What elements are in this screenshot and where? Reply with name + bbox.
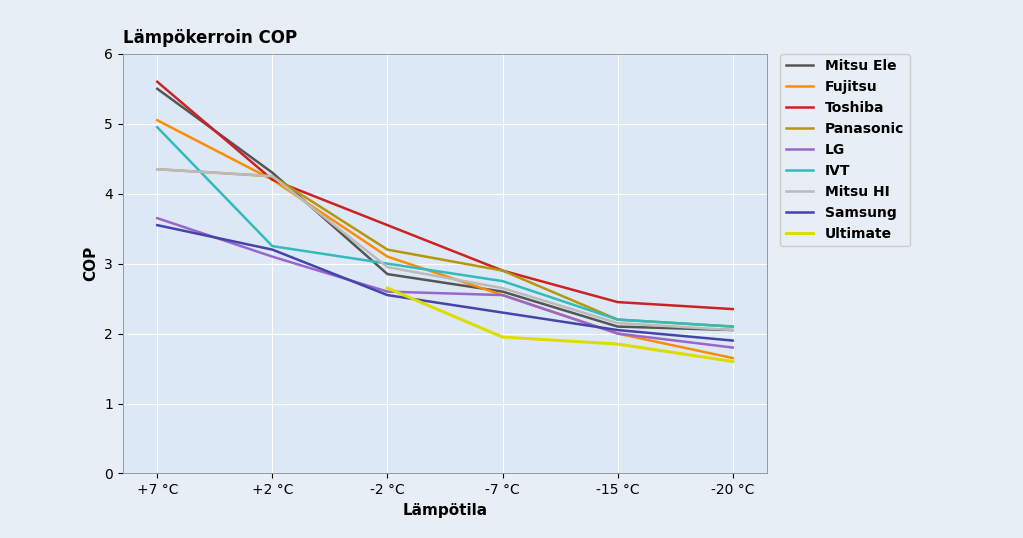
Text: Lämpökerroin COP: Lämpökerroin COP: [123, 29, 297, 47]
Ultimate: [382, 285, 394, 292]
Legend: Mitsu Ele, Fujitsu, Toshiba, Panasonic, LG, IVT, Mitsu HI, Samsung, Ultimate: Mitsu Ele, Fujitsu, Toshiba, Panasonic, …: [781, 54, 909, 246]
Ultimate: [612, 341, 624, 348]
LG: [496, 292, 508, 298]
Samsung: [151, 222, 164, 229]
IVT: [382, 260, 394, 267]
Line: Mitsu HI: Mitsu HI: [158, 169, 732, 330]
IVT: [266, 243, 278, 250]
Fujitsu: [726, 355, 739, 362]
Fujitsu: [496, 292, 508, 298]
Line: IVT: IVT: [158, 128, 732, 327]
Fujitsu: [382, 253, 394, 260]
Fujitsu: [151, 117, 164, 124]
LG: [151, 215, 164, 222]
Panasonic: [151, 166, 164, 173]
Line: Ultimate: Ultimate: [388, 288, 732, 362]
LG: [266, 253, 278, 260]
Line: LG: LG: [158, 218, 732, 348]
Samsung: [382, 292, 394, 298]
Panasonic: [612, 316, 624, 323]
Line: Toshiba: Toshiba: [158, 82, 732, 309]
Samsung: [496, 309, 508, 316]
Samsung: [612, 327, 624, 334]
Mitsu HI: [612, 320, 624, 326]
Mitsu HI: [151, 166, 164, 173]
Mitsu HI: [382, 264, 394, 270]
Fujitsu: [266, 176, 278, 183]
IVT: [151, 124, 164, 131]
Fujitsu: [612, 330, 624, 337]
Toshiba: [726, 306, 739, 312]
Line: Fujitsu: Fujitsu: [158, 121, 732, 358]
IVT: [726, 323, 739, 330]
Ultimate: [496, 334, 508, 341]
Line: Mitsu Ele: Mitsu Ele: [158, 89, 732, 330]
Toshiba: [151, 79, 164, 85]
Mitsu Ele: [612, 323, 624, 330]
LG: [612, 330, 624, 337]
Mitsu Ele: [382, 271, 394, 278]
Toshiba: [382, 222, 394, 229]
LG: [726, 344, 739, 351]
Mitsu Ele: [496, 288, 508, 295]
LG: [382, 288, 394, 295]
Samsung: [266, 246, 278, 253]
Samsung: [726, 337, 739, 344]
Panasonic: [496, 267, 508, 274]
Mitsu Ele: [266, 169, 278, 176]
Toshiba: [612, 299, 624, 306]
Mitsu Ele: [151, 86, 164, 92]
Toshiba: [266, 176, 278, 183]
IVT: [496, 278, 508, 285]
Panasonic: [266, 173, 278, 180]
Y-axis label: COP: COP: [84, 246, 98, 281]
Line: Samsung: Samsung: [158, 225, 732, 341]
Mitsu Ele: [726, 327, 739, 334]
Panasonic: [726, 323, 739, 330]
Mitsu HI: [266, 173, 278, 180]
IVT: [612, 316, 624, 323]
Toshiba: [496, 267, 508, 274]
X-axis label: Lämpötila: Lämpötila: [402, 502, 488, 518]
Mitsu HI: [496, 285, 508, 292]
Ultimate: [726, 358, 739, 365]
Mitsu HI: [726, 327, 739, 334]
Line: Panasonic: Panasonic: [158, 169, 732, 327]
Panasonic: [382, 246, 394, 253]
